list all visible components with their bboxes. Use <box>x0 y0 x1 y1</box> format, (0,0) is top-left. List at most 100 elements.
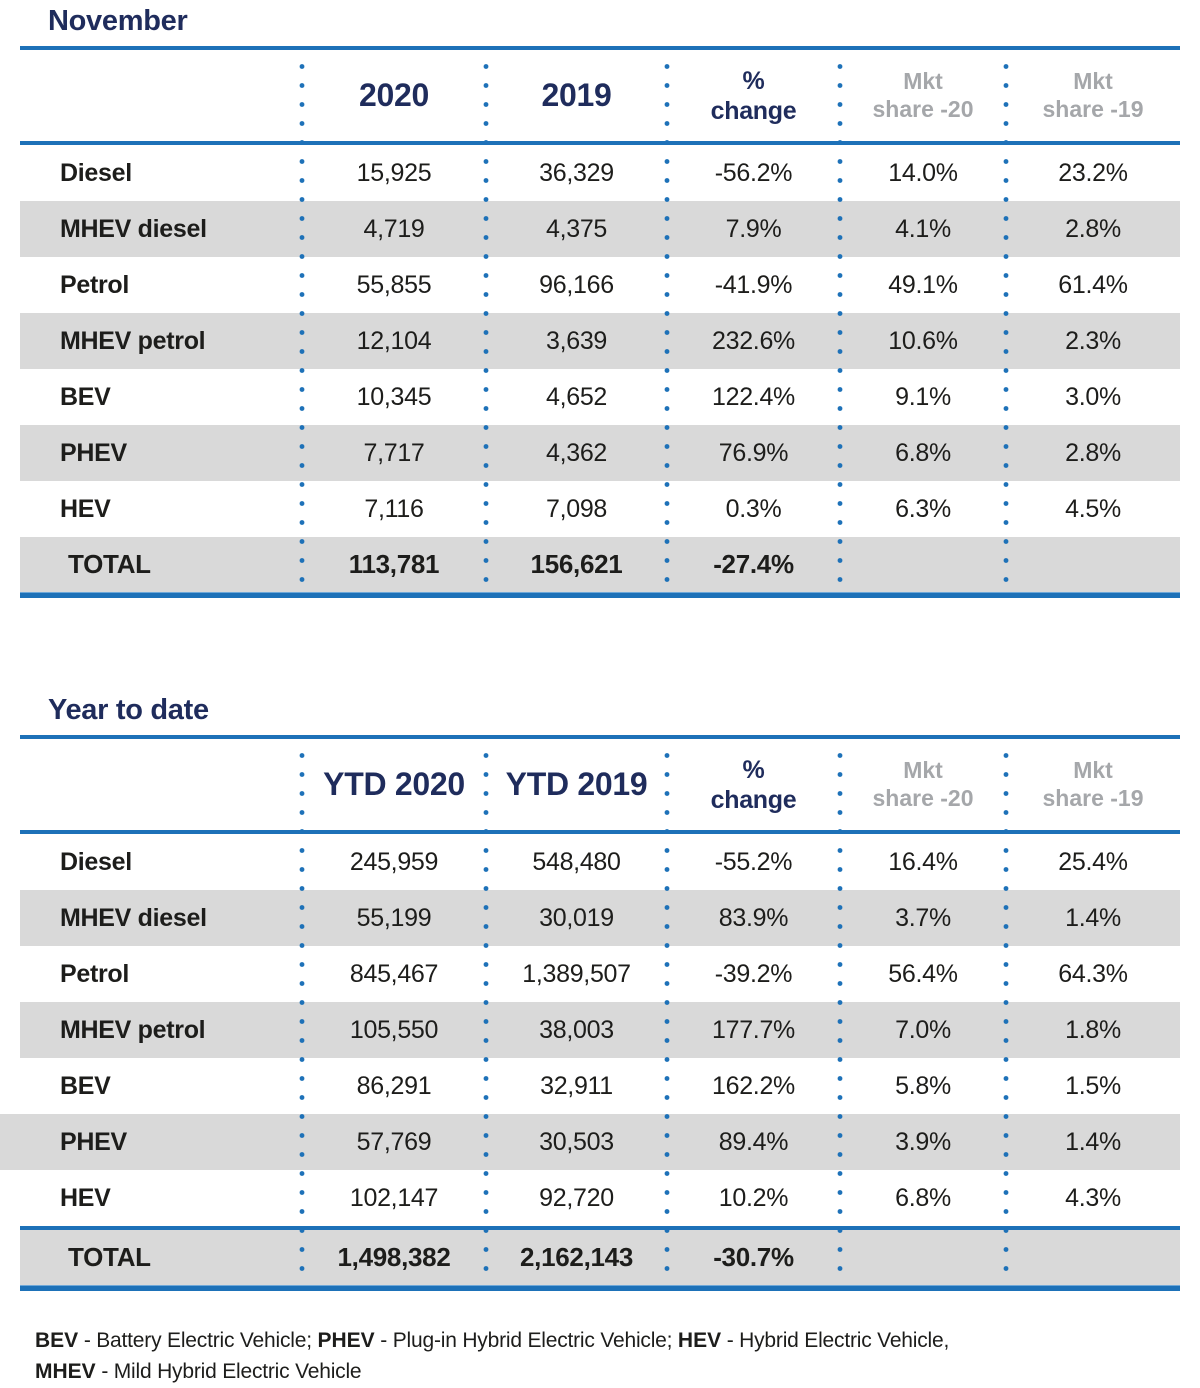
column-header-mkt-share-19: Mkt share -19 <box>1006 757 1180 812</box>
column-header-line1: % <box>742 755 765 784</box>
column-divider-dots <box>483 52 489 592</box>
row-value: 7,098 <box>545 494 608 523</box>
table-body: Diesel 15,925 36,329 -56.2% 14.0% 23.2% MHEV d… <box>20 145 1180 537</box>
row-label: HEV <box>60 494 111 523</box>
total-value-pct-change: -27.4% <box>713 549 794 579</box>
row-label: PHEV <box>60 438 127 467</box>
header-separator-rule <box>20 830 1180 834</box>
footnote-text: - Plug-in Hybrid Electric Vehicle; <box>374 1329 678 1352</box>
total-label: TOTAL <box>68 549 151 579</box>
row-value: 1.8% <box>1065 1015 1121 1044</box>
row-value: 6.8% <box>895 1183 951 1212</box>
row-label: Petrol <box>60 270 130 299</box>
row-value: 2.8% <box>1065 214 1121 243</box>
row-value: 49.1% <box>888 270 958 299</box>
row-value: 3.7% <box>895 903 951 932</box>
november-table: 2020 2019 % change Mkt share -20 Mkt <box>20 46 1180 598</box>
year-to-date-table: YTD 2020 YTD 2019 % change Mkt share -20 <box>0 735 1180 1291</box>
table-body: Diesel 245,959 548,480 -55.2% 16.4% 25.4% MHEV… <box>0 834 1180 1226</box>
column-header-line2: share -19 <box>1042 95 1144 122</box>
total-label: TOTAL <box>68 1242 151 1272</box>
row-value: 76.9% <box>718 438 789 467</box>
row-value: 6.3% <box>895 494 951 523</box>
table-bottom-rule <box>20 592 1180 598</box>
column-header-2019: 2019 <box>486 76 667 114</box>
row-value: 1.4% <box>1065 903 1121 932</box>
header-separator-rule <box>20 141 1180 145</box>
column-header-mkt-share-20: Mkt share -20 <box>840 68 1006 123</box>
year-to-date-section: Year to date YTD 2020 YTD 2019 % change <box>0 693 1200 1291</box>
column-header-mkt-share-19: Mkt share -19 <box>1006 68 1180 123</box>
table-row: MHEV diesel 55,199 30,019 83.9% 3.7% 1.4% <box>20 890 1180 946</box>
column-header-pct-change: % change <box>667 755 840 815</box>
column-header-line2: change <box>710 96 797 125</box>
table-row: Petrol 55,855 96,166 -41.9% 49.1% 61.4% <box>20 257 1180 313</box>
total-value-ytd-2020: 1,498,382 <box>337 1242 451 1272</box>
row-value: 16.4% <box>888 847 958 876</box>
table-row: Diesel 245,959 548,480 -55.2% 16.4% 25.4% <box>20 834 1180 890</box>
column-header-mkt-share-20: Mkt share -20 <box>840 757 1006 812</box>
row-value: 23.2% <box>1058 158 1128 187</box>
table-row: HEV 7,116 7,098 0.3% 6.3% 4.5% <box>20 481 1180 537</box>
row-label: Petrol <box>60 959 130 988</box>
row-value: 15,925 <box>356 158 432 187</box>
table-top-rule <box>20 46 1180 50</box>
row-value: 30,503 <box>539 1127 614 1156</box>
table-row: PHEV 7,717 4,362 76.9% 6.8% 2.8% <box>20 425 1180 481</box>
column-divider-dots <box>664 52 670 592</box>
column-divider-dots <box>483 741 489 1285</box>
row-value: 5.8% <box>895 1071 951 1100</box>
total-separator-rule <box>20 1226 1180 1230</box>
november-section: November 2020 2019 % change <box>0 4 1200 598</box>
row-value: 0.3% <box>725 494 782 523</box>
column-divider-dots <box>837 52 843 592</box>
row-value: 96,166 <box>539 270 614 299</box>
row-value: 25.4% <box>1058 847 1128 876</box>
row-value: 12,104 <box>356 326 432 355</box>
table-bottom-rule <box>20 1285 1180 1291</box>
row-value: 10.6% <box>888 326 958 355</box>
row-value: 89.4% <box>718 1127 789 1156</box>
row-label: BEV <box>60 1071 111 1100</box>
column-divider-dots <box>837 741 843 1285</box>
row-value: 56.4% <box>888 959 958 988</box>
column-header-line1: Mkt <box>1073 756 1113 783</box>
column-header-2020: 2020 <box>302 76 486 114</box>
table-row: BEV 86,291 32,911 162.2% 5.8% 1.5% <box>20 1058 1180 1114</box>
row-value: 245,959 <box>349 847 439 876</box>
column-header-ytd-2019: YTD 2019 <box>486 765 667 803</box>
row-label: PHEV <box>60 1127 127 1156</box>
footnote-acronym: PHEV <box>317 1329 375 1352</box>
column-header-line1: Mkt <box>903 67 943 94</box>
row-value: 92,720 <box>539 1183 614 1212</box>
footnote-text: - Battery Electric Vehicle; <box>78 1329 318 1352</box>
row-value: 1.5% <box>1065 1071 1121 1100</box>
row-label: Diesel <box>60 158 132 187</box>
table-row: MHEV petrol 12,104 3,639 232.6% 10.6% 2.3% <box>20 313 1180 369</box>
column-header-line2: change <box>710 785 797 814</box>
column-header-label: YTD 2019 <box>505 766 648 803</box>
november-table-title: November <box>48 5 188 37</box>
row-value: 3.0% <box>1065 382 1121 411</box>
row-value: 4,362 <box>545 438 608 467</box>
column-header-pct-change: % change <box>667 66 840 126</box>
table-header-row: YTD 2020 YTD 2019 % change Mkt share -20 <box>20 739 1180 830</box>
row-value: 1.4% <box>1065 1127 1121 1156</box>
table-top-rule <box>20 735 1180 739</box>
column-header-label: 2019 <box>541 77 612 114</box>
row-value: 64.3% <box>1058 959 1128 988</box>
row-value: 9.1% <box>895 382 951 411</box>
column-divider-dots <box>664 741 670 1285</box>
table-row: Petrol 845,467 1,389,507 -39.2% 56.4% 64.3% <box>20 946 1180 1002</box>
row-value: -55.2% <box>714 847 793 876</box>
row-value: 105,550 <box>349 1015 439 1044</box>
total-row: TOTAL 113,781 156,621 -27.4% <box>20 537 1180 592</box>
row-value: 122.4% <box>712 382 795 411</box>
row-value: 845,467 <box>349 959 439 988</box>
column-header-label: 2020 <box>359 77 429 114</box>
column-header-line2: share -20 <box>872 95 974 122</box>
footnote-text: - Mild Hybrid Electric Vehicle <box>95 1360 362 1383</box>
column-header-line2: share -19 <box>1042 784 1144 811</box>
footnote-acronym: MHEV <box>35 1360 96 1383</box>
row-value: 55,855 <box>356 270 432 299</box>
